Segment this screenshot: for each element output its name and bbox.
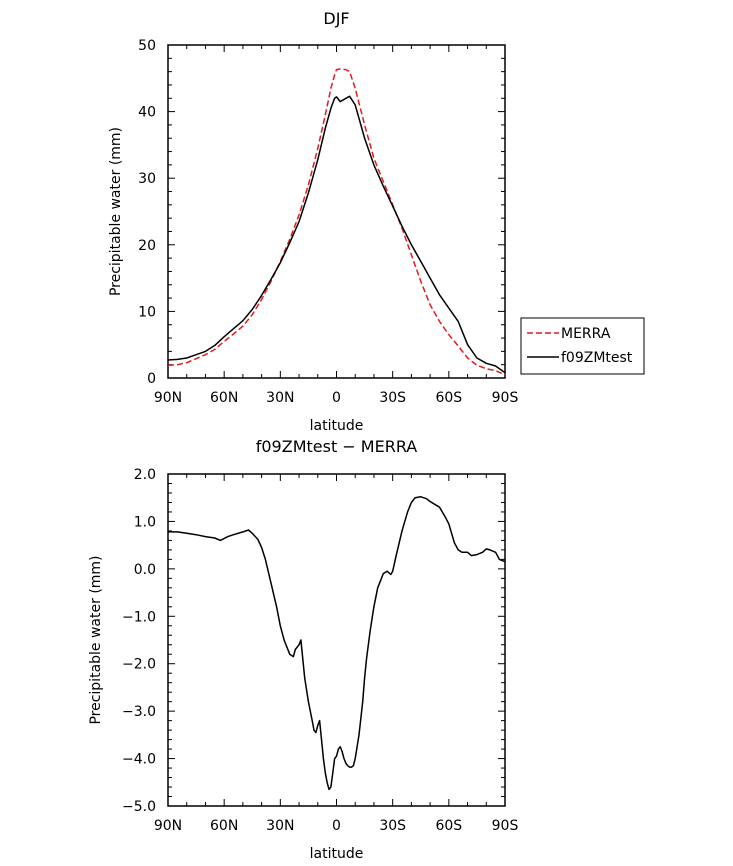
top-panel-djf: 90N 60N 30N 0 30S 60S 90S 0 10 20 30 40 50 DJF latitud…: [108, 9, 645, 434]
y-axis-label: Precipitable water (mm): [108, 127, 124, 296]
x-tick-label: 60N: [210, 390, 238, 406]
x-tick-label: 30N: [266, 390, 294, 406]
x-tick-label: 60S: [435, 390, 462, 406]
y-tick-label: 2.0: [134, 467, 156, 483]
x-tick-label: 0: [332, 390, 341, 406]
series-line-f09zmtest: [167, 95, 506, 374]
legend-box: [520, 317, 645, 375]
x-axis-label: latitude: [310, 846, 364, 862]
x-tick-label: 30S: [379, 390, 406, 406]
legend-label: f09ZMtest: [561, 350, 633, 366]
legend: MERRA f09ZMtest: [520, 317, 645, 375]
y-tick-label: 1.0: [134, 514, 156, 530]
x-tick-label: 90N: [154, 818, 182, 834]
series-line-merra: [167, 68, 506, 376]
y-tick-label: −3.0: [122, 704, 156, 720]
plot-frame: [167, 44, 506, 379]
y-tick-label: 0: [147, 371, 156, 387]
y-tick-label: −1.0: [122, 609, 156, 625]
x-tick-label: 90S: [492, 390, 519, 406]
x-axis-label: latitude: [310, 418, 364, 434]
x-tick-label: 30S: [379, 818, 406, 834]
y-axis-label: Precipitable water (mm): [88, 555, 104, 724]
x-tick-label: 60S: [435, 818, 462, 834]
y-tick-label: 40: [138, 105, 156, 121]
legend-label: MERRA: [561, 326, 611, 342]
bottom-panel-difference: 90N 60N 30N 0 30S 60S 90S −5.0 −4.0 −3.0 −2.0 −1.0 0…: [88, 437, 518, 862]
y-tick-label: 10: [138, 304, 156, 320]
y-tick-label: 20: [138, 238, 156, 254]
x-tick-label: 60N: [210, 818, 238, 834]
x-tick-label: 90N: [154, 390, 182, 406]
y-tick-label: 30: [138, 171, 156, 187]
x-tick-label: 90S: [492, 818, 519, 834]
x-tick-label: 0: [332, 818, 341, 834]
y-tick-label: −4.0: [122, 752, 156, 768]
chart-title: DJF: [323, 9, 349, 28]
x-tick-label: 30N: [266, 818, 294, 834]
chart-title: f09ZMtest − MERRA: [256, 437, 418, 456]
series-line-difference: [168, 496, 506, 791]
y-tick-label: −5.0: [122, 799, 156, 815]
y-tick-label: −2.0: [122, 657, 156, 673]
y-tick-label: 0.0: [134, 562, 156, 578]
y-tick-label: 50: [138, 38, 156, 54]
